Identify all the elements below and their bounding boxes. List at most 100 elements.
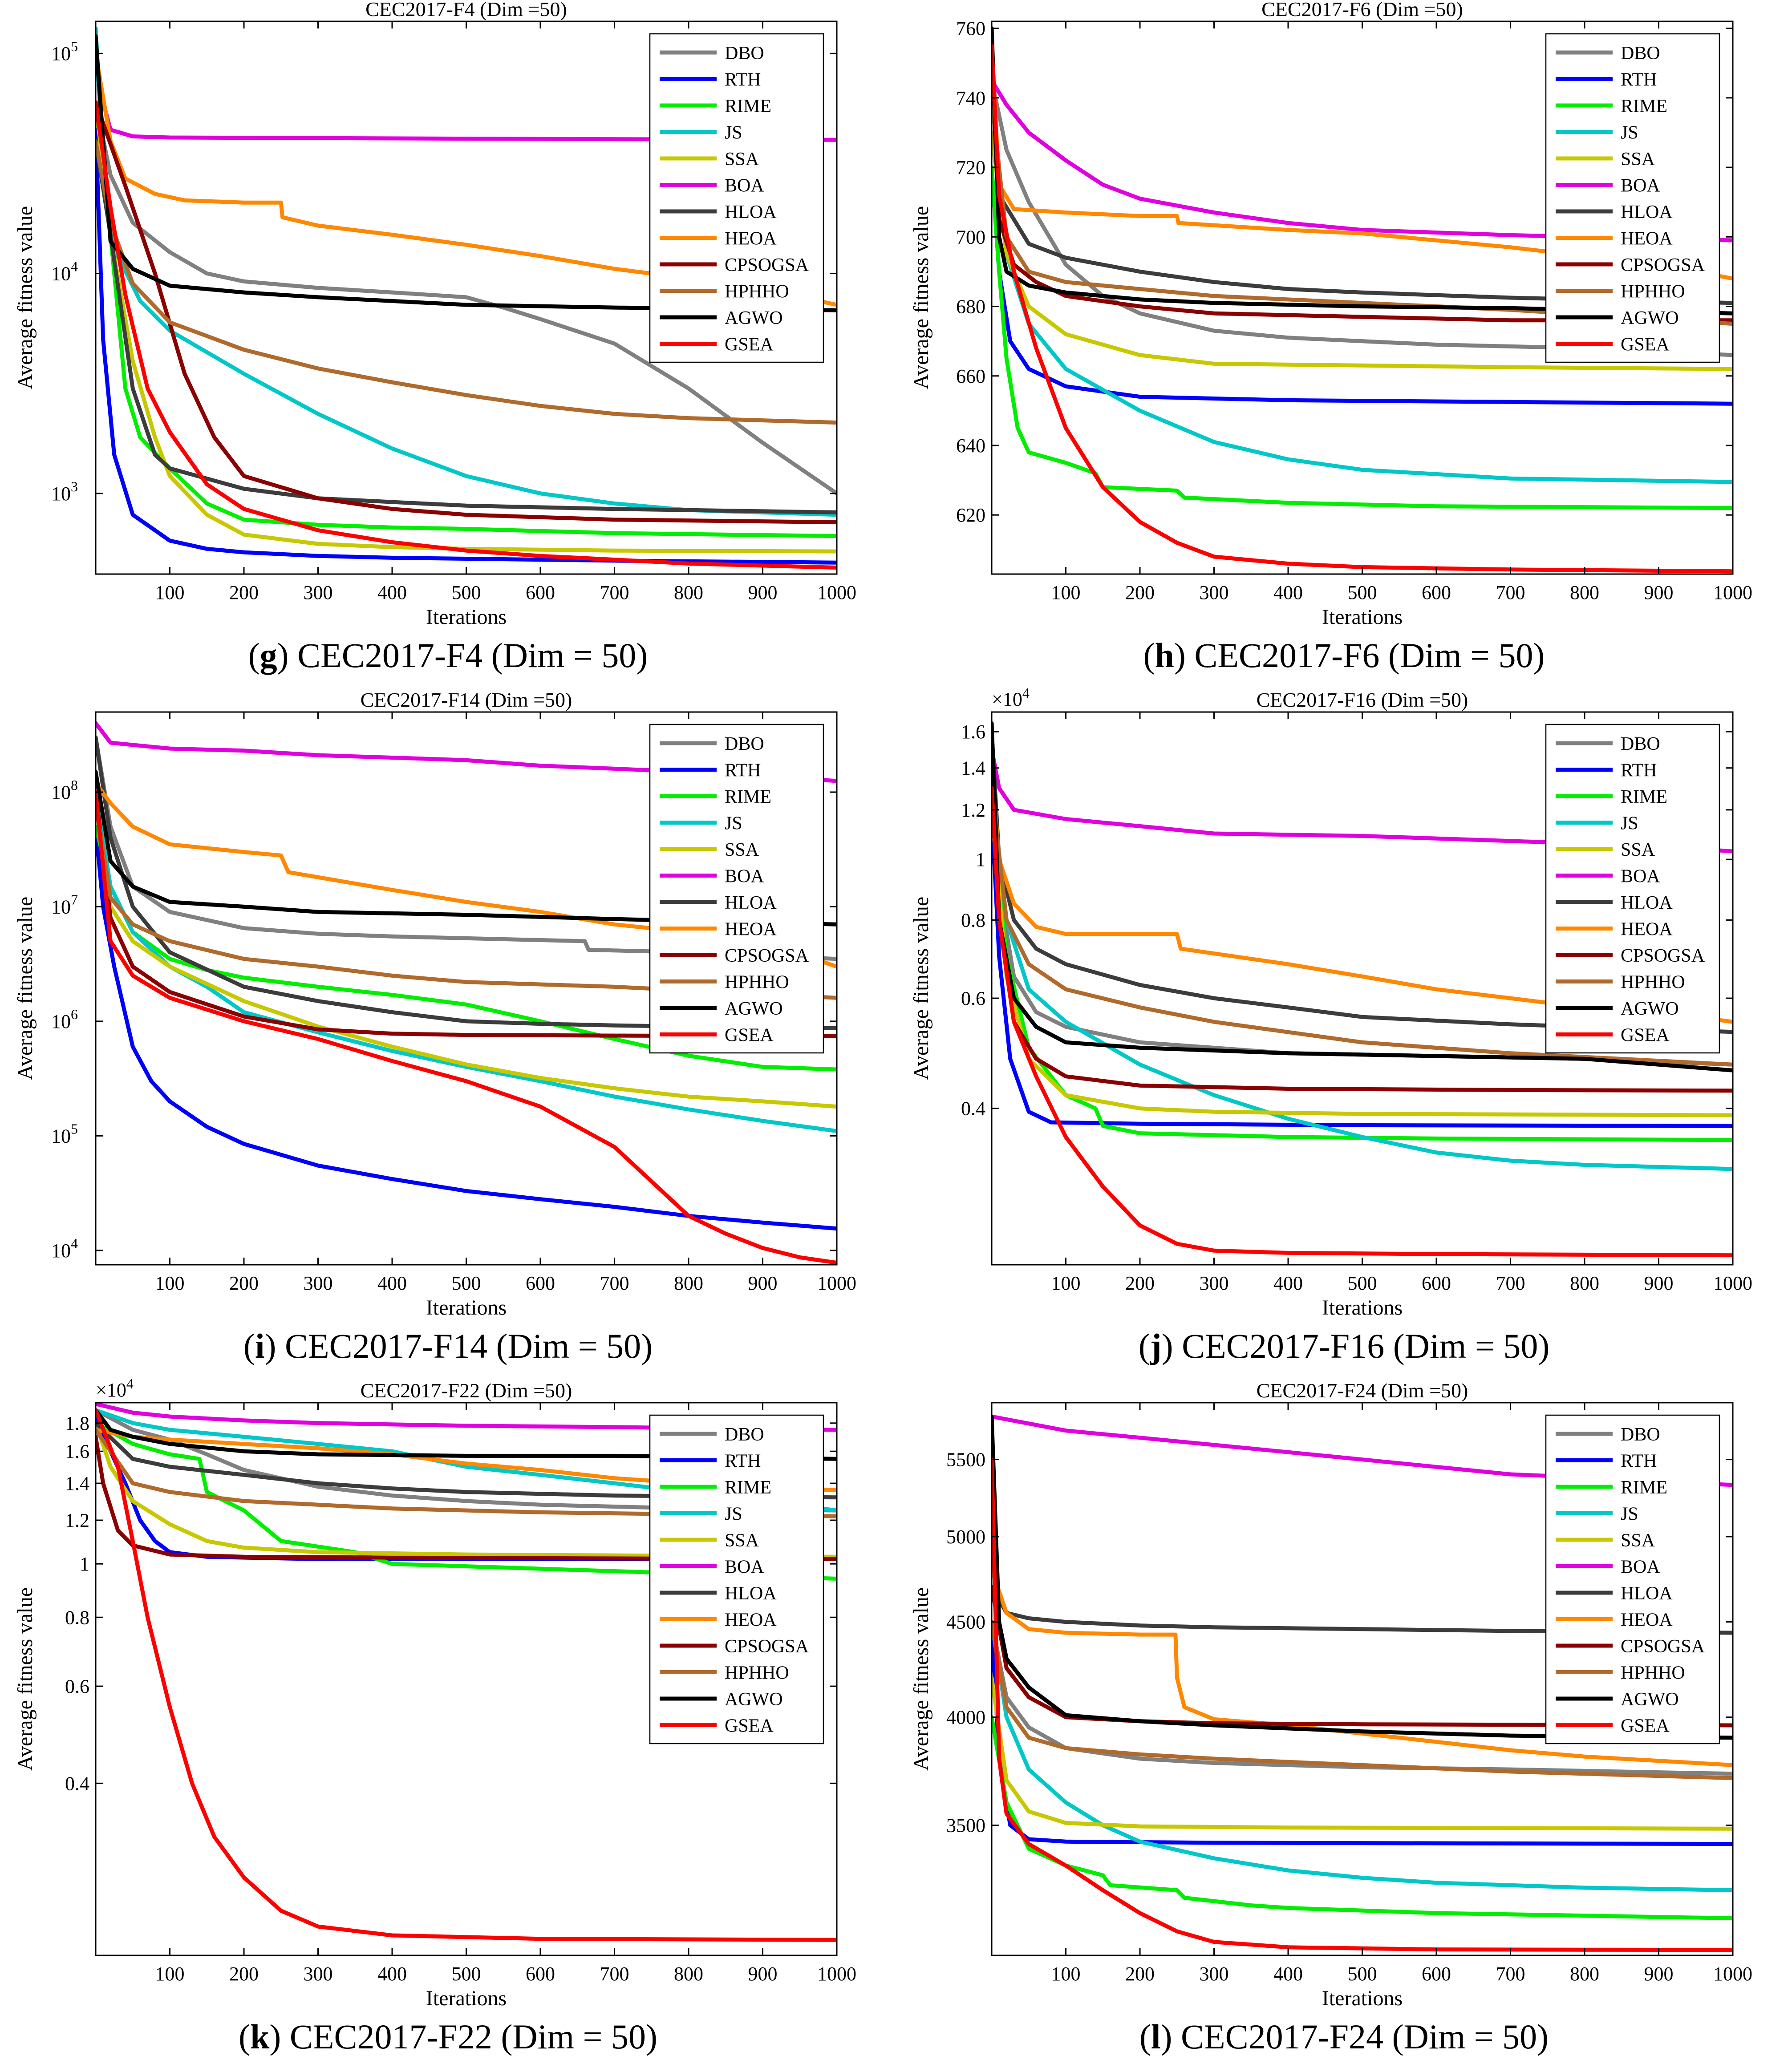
x-tick-label: 100 — [1051, 582, 1081, 603]
legend-label-hphho: HPHHO — [725, 1663, 789, 1684]
x-tick-label: 700 — [600, 1963, 629, 1985]
y-tick-label: 0.6 — [961, 987, 985, 1009]
caption-text: CEC2017-F16 (Dim = 50) — [1182, 1327, 1550, 1365]
series-line-gsea — [96, 100, 837, 570]
legend-label-cpsogsa: CPSOGSA — [1621, 946, 1705, 966]
y-tick-label: 108 — [51, 777, 78, 803]
legend-label-hphho: HPHHO — [725, 282, 789, 302]
series-line-hloa — [96, 735, 837, 1030]
y-tick-label: 105 — [51, 1121, 78, 1147]
y-tick-label: 104 — [51, 259, 78, 285]
caption-text: CEC2017-F6 (Dim = 50) — [1194, 636, 1545, 675]
x-tick-label: 800 — [674, 582, 703, 603]
series-lines — [992, 721, 1733, 1258]
series-line-cpsogsa — [96, 1435, 837, 1561]
x-tick-label: 600 — [1422, 1272, 1451, 1294]
x-tick-label: 700 — [600, 582, 629, 603]
legend-label-hphho: HPHHO — [1621, 972, 1685, 993]
legend-label-hloa: HLOA — [725, 202, 777, 223]
series-line-hphho — [992, 786, 1733, 1067]
series-line-rth — [96, 128, 837, 565]
chart-title: CEC2017-F6 (Dim =50) — [1261, 0, 1463, 20]
y-tick-label: 5500 — [946, 1449, 985, 1471]
legend: DBO RTH RIME JS SSA BOA HLOA HEOA CPSOGSA HPHHO AG… — [1545, 33, 1720, 363]
legend-label-gsea: GSEA — [725, 1025, 774, 1046]
y-tick-exponent: 8 — [71, 777, 78, 793]
chart-f14: CEC2017-F14 (Dim =50) 100 200 300 400 500 600 7… — [13, 688, 856, 1319]
x-tick-label: 600 — [1422, 1963, 1451, 1985]
y-axis-label: Average fitness value — [13, 206, 37, 389]
x-tick-label: 800 — [1570, 1272, 1599, 1294]
y-tick-exponent: 5 — [71, 38, 78, 54]
legend: DBO RTH RIME JS SSA BOA HLOA HEOA CPSOGSA HPHHO AG… — [649, 1414, 824, 1744]
series-lines — [96, 26, 837, 570]
x-axis-label: Iterations — [1322, 605, 1403, 629]
series-line-agwo — [992, 1414, 1733, 1740]
axis-scale-exponent: 4 — [1022, 685, 1030, 701]
legend-label-hloa: HLOA — [1621, 893, 1673, 913]
x-axis-label: Iterations — [426, 605, 507, 629]
y-tick-label: 4000 — [946, 1707, 985, 1728]
legend-label-heoa: HEOA — [725, 919, 777, 940]
series-line-js — [96, 790, 837, 1133]
x-axis-label: Iterations — [1322, 1987, 1403, 2010]
x-tick-label: 400 — [377, 1272, 407, 1294]
x-tick-label: 100 — [1051, 1963, 1081, 1985]
y-tick-label: 1.8 — [65, 1412, 89, 1434]
y-tick-label: 640 — [956, 435, 985, 457]
series-line-rime — [992, 1715, 1733, 1920]
chart-title: CEC2017-F16 (Dim =50) — [1257, 688, 1468, 711]
y-tick-label: 1.6 — [961, 721, 985, 743]
x-tick-label: 600 — [1422, 582, 1451, 603]
legend-label-js: JS — [1621, 1504, 1638, 1525]
series-line-gsea — [96, 1408, 837, 1942]
legend-label-gsea: GSEA — [725, 1716, 774, 1736]
y-tick-exponent: 3 — [71, 478, 78, 494]
legend-label-dbo: DBO — [1621, 1424, 1660, 1445]
y-tick-label: 720 — [956, 157, 985, 178]
x-tick-label: 400 — [1273, 1272, 1303, 1294]
y-tick-label: 106 — [51, 1006, 78, 1032]
x-tick-label: 300 — [304, 1272, 333, 1294]
legend-label-gsea: GSEA — [1621, 335, 1670, 355]
x-tick-label: 1000 — [1713, 1272, 1752, 1294]
chart-title: CEC2017-F14 (Dim =50) — [361, 688, 572, 711]
legend-label-cpsogsa: CPSOGSA — [1621, 255, 1705, 275]
series-line-hloa — [992, 1585, 1733, 1635]
x-tick-label: 400 — [1273, 582, 1303, 603]
x-tick-label: 1000 — [817, 1272, 856, 1294]
series-line-ssa — [96, 100, 837, 554]
x-tick-label: 700 — [1496, 1963, 1525, 1985]
series-line-gsea — [992, 786, 1733, 1258]
y-tick-label: 1.4 — [65, 1473, 89, 1494]
x-tick-label: 900 — [1644, 1272, 1674, 1294]
x-tick-label: 300 — [1200, 1963, 1229, 1985]
series-line-agwo — [992, 26, 1733, 316]
y-tick-label: 3500 — [946, 1815, 985, 1837]
x-tick-label: 200 — [229, 1963, 259, 1985]
series-line-hphho — [992, 1620, 1733, 1781]
x-tick-label: 600 — [526, 582, 555, 603]
x-tick-label: 800 — [1570, 582, 1599, 603]
x-tick-label: 800 — [674, 1272, 703, 1294]
x-tick-label: 900 — [748, 582, 778, 603]
y-tick-label: 104 — [51, 1235, 78, 1262]
x-tick-label: 1000 — [817, 582, 856, 603]
y-tick-label: 0.8 — [961, 909, 985, 931]
legend-box — [1545, 1414, 1720, 1744]
series-line-gsea — [992, 1457, 1733, 1952]
legend-label-agwo: AGWO — [1621, 1689, 1679, 1710]
legend-label-rime: RIME — [725, 96, 771, 117]
x-tick-label: 200 — [1125, 582, 1155, 603]
x-tick-label: 400 — [1273, 1963, 1303, 1985]
legend-label-ssa: SSA — [725, 149, 759, 170]
series-line-rime — [96, 1421, 837, 1581]
x-tick-label: 1000 — [1713, 582, 1752, 603]
legend-label-heoa: HEOA — [725, 1610, 777, 1631]
x-tick-label: 500 — [1348, 1272, 1377, 1294]
y-axis-label: Average fitness value — [909, 1587, 933, 1771]
x-tick-label: 600 — [526, 1963, 555, 1985]
legend-label-hphho: HPHHO — [1621, 282, 1685, 302]
series-line-hloa — [96, 1421, 837, 1500]
panel-f22: CEC2017-F22 (Dim =50) ×104 100 200 300 400 500… — [0, 1376, 896, 2072]
